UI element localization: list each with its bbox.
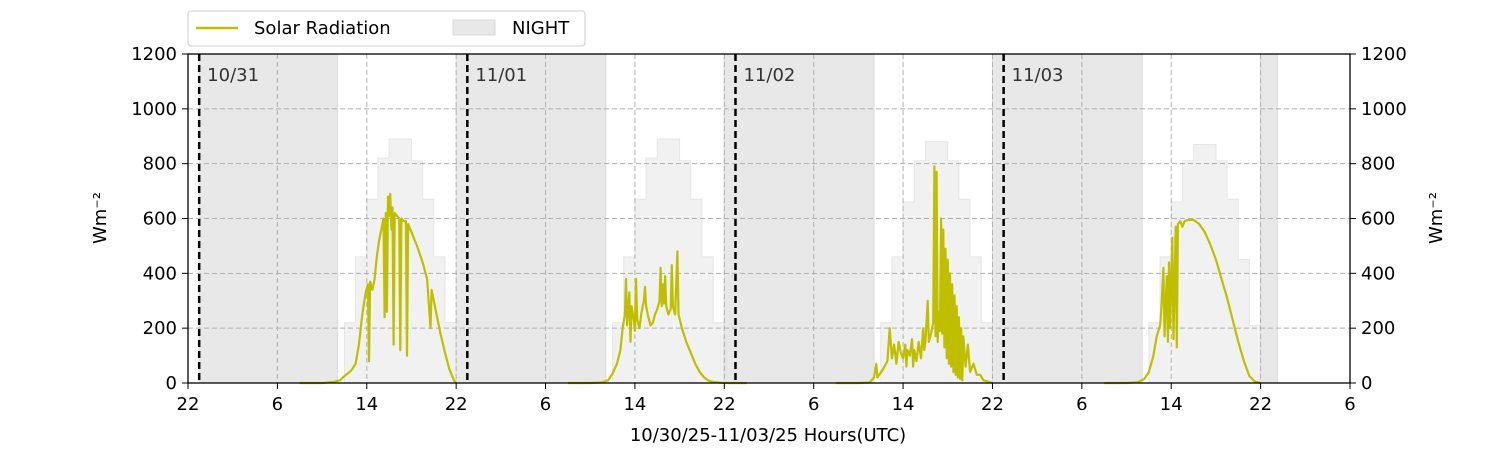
- y-right-tick-label-6: 1200: [1361, 44, 1407, 65]
- x-tick-label-5: 14: [623, 394, 646, 415]
- x-tick-label-3: 22: [445, 394, 468, 415]
- y-axis-right-title: Wm⁻²: [1426, 192, 1447, 244]
- y-right-tick-label-0: 0: [1361, 373, 1372, 394]
- y-right-tick-label-5: 1000: [1361, 99, 1407, 120]
- solar-radiation-line-0: [299, 192, 458, 385]
- y-left-tick-label-0: 0: [166, 373, 177, 394]
- x-tick-label-4: 6: [540, 394, 551, 415]
- x-tick-label-6: 22: [713, 394, 736, 415]
- day-label-1: 11/01: [475, 65, 527, 86]
- x-axis-title: 10/30/25-11/03/25 Hours(UTC): [630, 425, 906, 446]
- y-right-tick-label-4: 800: [1361, 154, 1395, 175]
- y-left-tick-label-2: 400: [143, 263, 177, 284]
- y-right-tick-label-2: 400: [1361, 263, 1395, 284]
- solar-radiation-line-4: [1104, 218, 1261, 385]
- day-label-2: 11/02: [743, 65, 795, 86]
- y-right-tick-label-3: 600: [1361, 209, 1395, 230]
- y-left-tick-label-1: 200: [143, 318, 177, 339]
- solar-radiation-line-3: [836, 165, 993, 385]
- day-boundary-lines: 10/31 11/01 11/02 11/03: [197, 54, 1064, 383]
- x-tick-label-11: 14: [1160, 394, 1183, 415]
- y-right-tick-label-1: 200: [1361, 318, 1395, 339]
- y-axis-left-ticks: 0 200 400 600 800 1000 1200: [131, 44, 188, 394]
- y-axis-left-title: Wm⁻²: [90, 192, 111, 244]
- y-left-tick-label-4: 800: [143, 154, 177, 175]
- day-label-0: 10/31: [207, 65, 259, 86]
- x-tick-label-9: 22: [981, 394, 1004, 415]
- day-label-3: 11/03: [1012, 65, 1064, 86]
- x-tick-label-1: 6: [272, 394, 283, 415]
- y-axis-right-ticks: 0 200 400 600 800 1000 1200: [1350, 44, 1407, 394]
- y-left-tick-label-5: 1000: [131, 99, 177, 120]
- x-tick-label-10: 6: [1076, 394, 1087, 415]
- x-axis-ticks: 22 6 14 22 6 14 22 6 14 22 6 14 22 6: [177, 383, 1356, 415]
- x-tick-label-0: 22: [177, 394, 200, 415]
- y-left-tick-label-6: 1200: [131, 44, 177, 65]
- x-tick-label-13: 6: [1344, 394, 1355, 415]
- grid-lines: [188, 54, 1350, 383]
- x-tick-label-7: 6: [808, 394, 819, 415]
- legend-solar-label: Solar Radiation: [254, 18, 391, 39]
- x-tick-label-12: 22: [1249, 394, 1272, 415]
- legend: Solar Radiation NIGHT: [187, 10, 586, 47]
- legend-night-label: NIGHT: [512, 18, 570, 39]
- y-left-tick-label-3: 600: [143, 209, 177, 230]
- legend-night-swatch: [452, 19, 496, 36]
- series-layer: [299, 165, 1261, 385]
- x-tick-label-2: 14: [355, 394, 378, 415]
- x-tick-label-8: 14: [892, 394, 915, 415]
- solar-radiation-line-1: [567, 250, 747, 385]
